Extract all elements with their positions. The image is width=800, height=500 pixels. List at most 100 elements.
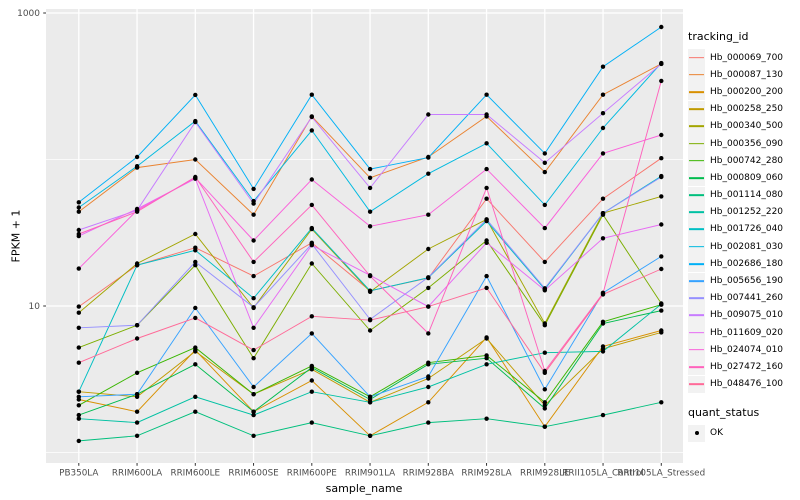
data-point <box>484 112 489 117</box>
legend-item-Hb_027472_160: Hb_027472_160 <box>688 358 784 376</box>
black-point-icon <box>694 431 699 436</box>
data-point <box>659 61 664 67</box>
data-point <box>659 156 664 161</box>
data-point <box>542 288 547 293</box>
data-point <box>542 225 547 231</box>
data-point <box>76 438 82 444</box>
data-point <box>76 304 82 309</box>
data-point <box>600 111 606 116</box>
legend-key <box>688 169 705 187</box>
data-point <box>251 325 256 330</box>
data-point <box>659 400 664 405</box>
data-point <box>251 259 256 265</box>
legend-item-Hb_007441_260: Hb_007441_260 <box>688 289 783 307</box>
y-tick-label: 1000 <box>17 9 40 19</box>
data-point <box>76 266 82 271</box>
data-point <box>659 174 664 180</box>
x-tick-label: RRIM600PE <box>287 469 337 479</box>
data-point <box>659 222 664 227</box>
data-point <box>251 409 256 414</box>
legend-label: Hb_000087_130 <box>710 69 784 80</box>
data-point <box>659 132 664 138</box>
data-point <box>600 321 606 326</box>
x-tick-label: RRIM901LA <box>345 469 395 479</box>
legend-key <box>688 238 705 256</box>
legend-label: Hb_027472_160 <box>710 361 784 372</box>
data-point <box>367 209 373 214</box>
data-point <box>193 248 198 253</box>
x-tick-label: PB350LA <box>59 469 98 479</box>
data-point <box>659 330 664 335</box>
legend-item-Hb_000087_130: Hb_000087_130 <box>688 66 784 84</box>
legend-item-Hb_001114_080: Hb_001114_080 <box>688 186 784 204</box>
legend-item-Hb_002686_180: Hb_002686_180 <box>688 255 783 273</box>
legend-key <box>688 358 705 376</box>
data-point <box>367 288 373 293</box>
data-point <box>542 169 547 175</box>
series-color-line-icon <box>689 73 704 76</box>
legend-key <box>688 375 705 393</box>
data-point <box>600 151 606 156</box>
data-point <box>76 389 82 394</box>
data-point <box>193 119 198 125</box>
data-point <box>484 185 489 191</box>
legend-item-Hb_048476_100: Hb_048476_100 <box>688 375 783 393</box>
data-point <box>600 412 606 418</box>
data-point <box>309 314 314 319</box>
data-point <box>542 160 547 165</box>
legend-item-Hb_009075_010: Hb_009075_010 <box>688 306 783 324</box>
plot-panel <box>46 9 683 463</box>
data-point <box>251 212 256 217</box>
series-color-line-icon <box>689 177 704 179</box>
legend-label: Hb_000069_700 <box>710 52 784 63</box>
series-color-line-icon <box>689 56 704 59</box>
data-point <box>600 64 606 69</box>
legend-label: Hb_001114_080 <box>710 190 784 201</box>
data-point <box>484 285 489 291</box>
series-color-line-icon <box>689 91 704 93</box>
data-point <box>600 196 606 201</box>
data-point <box>600 349 606 354</box>
series-color-line-icon <box>689 263 704 265</box>
legend-item-Hb_001726_040: Hb_001726_040 <box>688 220 784 238</box>
legend-key <box>688 186 705 204</box>
data-point <box>251 201 256 206</box>
y-axis-title: FPKM + 1 <box>9 209 23 263</box>
legend-label: Hb_001726_040 <box>710 224 784 235</box>
data-point <box>76 227 82 233</box>
data-point <box>193 345 198 350</box>
data-point <box>251 347 256 353</box>
data-point <box>309 202 314 208</box>
data-point <box>367 318 373 323</box>
series-color-line-icon <box>689 383 704 385</box>
legend-item-Hb_000200_200: Hb_000200_200 <box>688 83 783 101</box>
legend-title-tracking-id: tracking_id <box>688 30 749 43</box>
data-point <box>76 345 82 350</box>
legend-item-Hb_000809_060: Hb_000809_060 <box>688 169 783 187</box>
legend-key <box>688 255 705 273</box>
legend-item-Hb_000742_280: Hb_000742_280 <box>688 152 783 170</box>
data-point <box>484 141 489 146</box>
data-point <box>426 400 431 405</box>
series-color-line-icon <box>689 125 704 128</box>
data-point <box>484 416 489 421</box>
legend-label: Hb_000340_500 <box>710 121 784 132</box>
data-point <box>193 362 198 367</box>
legend-item-Hb_000258_250: Hb_000258_250 <box>688 100 783 118</box>
legend-item-Hb_000069_700: Hb_000069_700 <box>688 49 784 67</box>
data-point <box>659 266 664 272</box>
data-point <box>367 394 373 399</box>
legend-item-Hb_000340_500: Hb_000340_500 <box>688 117 784 135</box>
series-color-line-icon <box>689 314 704 317</box>
data-point <box>367 175 373 180</box>
data-point <box>309 177 314 182</box>
data-point <box>251 305 256 310</box>
data-point <box>600 125 606 131</box>
data-point <box>426 212 431 217</box>
data-point <box>426 374 431 379</box>
series-color-line-icon <box>689 297 704 300</box>
series-color-line-icon <box>689 228 704 231</box>
data-point <box>542 400 547 405</box>
legend-item-Hb_000356_090: Hb_000356_090 <box>688 135 783 153</box>
data-point <box>193 263 198 268</box>
